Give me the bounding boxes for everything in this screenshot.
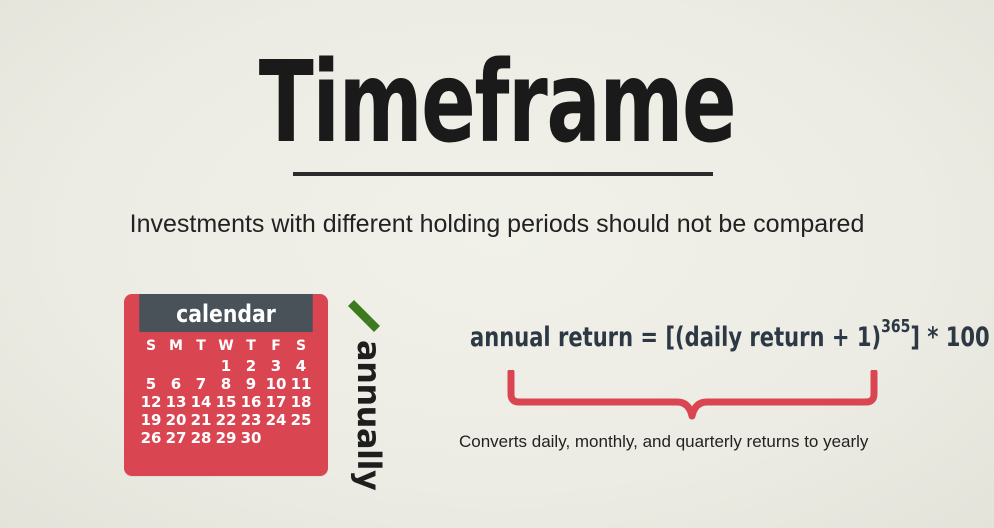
calendar-date: 25	[290, 411, 312, 429]
calendar-date	[164, 357, 189, 375]
calendar-date: 27	[165, 429, 187, 447]
calendar-date: 4	[295, 357, 307, 375]
calendar-date	[139, 357, 164, 375]
calendar-date: 2	[245, 357, 257, 375]
calendar-date: 11	[290, 375, 312, 393]
calendar-date: 20	[165, 411, 187, 429]
calendar-date: 24	[265, 411, 287, 429]
calendar-date: 26	[140, 429, 162, 447]
calendar-date: 6	[170, 375, 182, 393]
checkmark-icon	[348, 300, 380, 332]
calendar-date: 8	[220, 375, 232, 393]
calendar-day-name: S	[145, 338, 157, 354]
formula-lhs: annual return = [(daily return + 1)	[470, 322, 882, 353]
calendar-date: 19	[140, 411, 162, 429]
calendar-date: 28	[190, 429, 212, 447]
calendar-icon: calendar S M T W T F S 1 2 3 4 5 6 7 8 9 10 11 12 13 14 15 16 1…	[124, 294, 328, 476]
calendar-date: 29	[215, 429, 237, 447]
calendar-date: 14	[190, 393, 212, 411]
calendar-date: 22	[215, 411, 237, 429]
calendar-date: 5	[145, 375, 157, 393]
calendar-day-name: T	[246, 338, 256, 354]
calendar-date: 16	[240, 393, 262, 411]
calendar-date	[289, 429, 314, 447]
calendar-day-name: T	[196, 338, 206, 354]
calendar-date	[264, 429, 289, 447]
calendar-date: 9	[245, 375, 257, 393]
calendar-day-name: M	[169, 338, 183, 354]
formula-exponent: 365	[881, 316, 911, 337]
slide-subtitle: Investments with different holding perio…	[129, 210, 865, 238]
calendar-date: 7	[195, 375, 207, 393]
calendar-date: 10	[265, 375, 287, 393]
calendar-header: calendar	[139, 294, 313, 332]
calendar-date: 15	[215, 393, 237, 411]
calendar-date: 13	[165, 393, 187, 411]
calendar-date: 12	[140, 393, 162, 411]
calendar-date: 30	[240, 429, 262, 447]
calendar-date: 23	[240, 411, 262, 429]
calendar-day-name: W	[218, 338, 234, 354]
calendar-date: 18	[290, 393, 312, 411]
calendar-day-name: S	[295, 338, 307, 354]
calendar-date: 17	[265, 393, 287, 411]
curly-brace	[507, 370, 878, 420]
calendar-date: 1	[220, 357, 232, 375]
slide-title: Timeframe	[258, 38, 737, 168]
calendar-date: 21	[190, 411, 212, 429]
calendar-date	[189, 357, 214, 375]
calendar-grid: S M T W T F S 1 2 3 4 5 6 7 8 9 10 11 12 13 14 15 16 17 18 19 20 21…	[124, 332, 328, 447]
annually-label: annually	[350, 340, 388, 491]
annual-return-formula: annual return = [(daily return + 1)365] …	[470, 316, 990, 353]
calendar-day-name: F	[271, 338, 281, 354]
calendar-date: 3	[270, 357, 282, 375]
formula-rhs: ] * 100	[910, 322, 990, 353]
formula-caption: Converts daily, monthly, and quarterly r…	[459, 432, 869, 451]
title-underline	[293, 172, 713, 176]
